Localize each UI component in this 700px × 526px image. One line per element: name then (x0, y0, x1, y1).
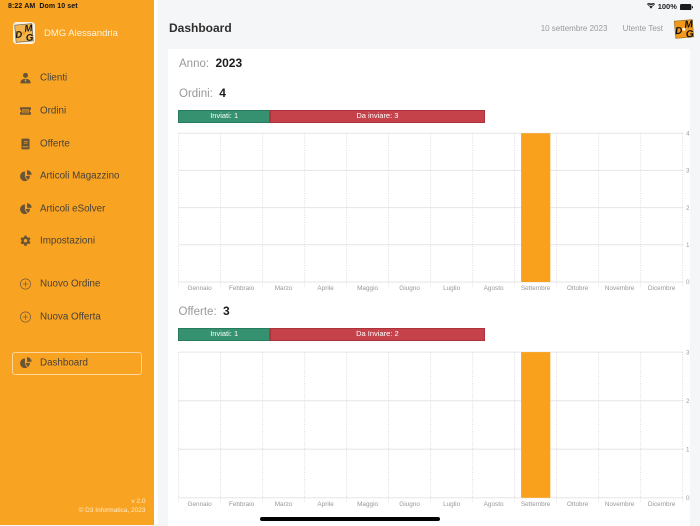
svg-text:G: G (685, 28, 694, 38)
svg-text:Maggio: Maggio (357, 285, 378, 292)
svg-text:3: 3 (686, 349, 690, 356)
svg-text:Febbraio: Febbraio (229, 501, 255, 508)
svg-text:D: D (15, 29, 23, 41)
svg-text:Settembre: Settembre (521, 501, 551, 508)
svg-text:D: D (674, 25, 682, 37)
svg-text:M: M (24, 23, 34, 35)
svg-text:Ottobre: Ottobre (567, 501, 589, 508)
svg-text:Agosto: Agosto (484, 501, 504, 508)
svg-text:Maggio: Maggio (357, 501, 378, 508)
svg-text:2: 2 (686, 398, 690, 405)
svg-text:Luglio: Luglio (443, 285, 461, 292)
svg-text:Settembre: Settembre (521, 285, 551, 292)
svg-text:1: 1 (686, 242, 690, 249)
svg-text:Luglio: Luglio (443, 501, 461, 508)
svg-text:Agosto: Agosto (484, 285, 504, 292)
svg-text:Novembre: Novembre (605, 285, 635, 292)
svg-text:Aprile: Aprile (317, 285, 334, 292)
svg-text:4: 4 (686, 130, 690, 137)
svg-text:Gennaio: Gennaio (188, 501, 213, 508)
svg-text:2: 2 (686, 205, 690, 212)
svg-text:Aprile: Aprile (317, 501, 334, 508)
svg-text:Gennaio: Gennaio (188, 285, 213, 292)
svg-text:0: 0 (686, 279, 690, 286)
svg-text:G: G (25, 32, 34, 44)
svg-text:Ottobre: Ottobre (567, 285, 589, 292)
svg-text:Marzo: Marzo (275, 285, 293, 292)
svg-text:Giugno: Giugno (399, 501, 420, 508)
svg-text:3: 3 (686, 168, 690, 175)
svg-text:M: M (684, 19, 694, 31)
svg-text:Marzo: Marzo (275, 501, 293, 508)
svg-text:Novembre: Novembre (605, 501, 635, 508)
svg-text:Giugno: Giugno (399, 285, 420, 292)
svg-text:0: 0 (686, 495, 690, 502)
svg-text:1: 1 (686, 446, 690, 453)
svg-text:Febbraio: Febbraio (229, 285, 255, 292)
svg-text:Dicembre: Dicembre (648, 285, 676, 292)
svg-text:Dicembre: Dicembre (648, 501, 676, 508)
